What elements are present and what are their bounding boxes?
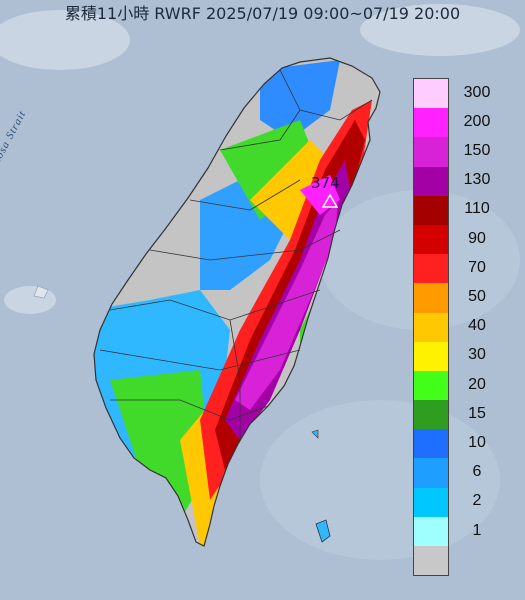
legend-swatch <box>414 516 448 546</box>
legend-label: 70 <box>468 258 486 276</box>
map-title: 累積11小時 RWRF 2025/07/19 09:00~07/19 20:00 <box>64 4 461 23</box>
legend-label: 20 <box>468 375 486 393</box>
max-rainfall-value: 374 <box>311 174 340 192</box>
taiwan-outline <box>93 57 381 547</box>
legend-swatch <box>414 224 448 255</box>
legend-label: 6 <box>472 463 482 481</box>
offshore-islands <box>33 285 331 543</box>
legend-swatch <box>414 458 448 488</box>
legend-swatch <box>414 429 448 459</box>
county-boundaries <box>99 69 373 440</box>
legend-label: 90 <box>468 229 486 247</box>
legend-label: 1 <box>472 521 482 539</box>
legend-swatch <box>414 283 448 313</box>
legend-swatch <box>414 108 448 138</box>
legend-label: 2 <box>472 492 482 510</box>
legend-label: 40 <box>468 317 486 335</box>
legend-label: 200 <box>463 112 491 130</box>
legend-swatch <box>414 137 448 167</box>
legend-label: 110 <box>464 200 490 218</box>
legend-label: 15 <box>468 404 486 422</box>
legend-swatch <box>414 370 448 401</box>
legend-label: 130 <box>463 171 491 189</box>
legend-label: 150 <box>463 142 491 159</box>
legend-swatch <box>414 546 448 576</box>
legend-swatch <box>414 195 448 225</box>
legend-colorbar <box>413 78 449 577</box>
max-rainfall-marker-icon <box>321 193 339 208</box>
legend-swatch <box>414 400 448 430</box>
legend-label: 10 <box>468 434 486 451</box>
legend-swatch <box>414 312 448 342</box>
legend-swatch <box>414 79 448 109</box>
legend-swatch <box>414 487 448 517</box>
legend-label: 50 <box>468 288 486 305</box>
legend-swatch <box>414 254 448 284</box>
legend-swatch <box>414 166 448 196</box>
legend-swatch <box>414 341 448 371</box>
legend-label: 30 <box>468 346 486 364</box>
legend-label: 300 <box>463 83 491 101</box>
